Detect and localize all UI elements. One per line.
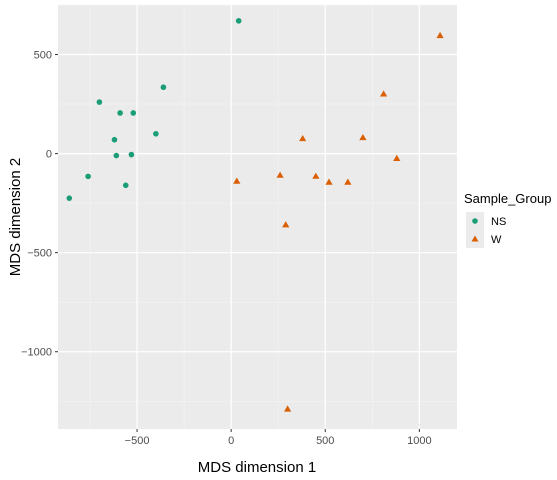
legend-title: Sample_Group xyxy=(464,191,551,206)
point-ns xyxy=(66,195,72,201)
point-ns xyxy=(123,182,129,188)
y-tick-label: 500 xyxy=(34,50,52,62)
y-tick-label: 0 xyxy=(46,149,52,161)
plot-panel xyxy=(58,5,457,429)
x-tick-label: 1000 xyxy=(407,435,431,447)
x-axis: −500 0 500 1000 xyxy=(125,429,432,447)
x-axis-title: MDS dimension 1 xyxy=(198,459,316,476)
x-tick-label: −500 xyxy=(125,435,150,447)
legend-label-ns: NS xyxy=(491,216,506,228)
x-tick-label: 500 xyxy=(316,435,334,447)
point-ns xyxy=(97,99,103,105)
point-ns xyxy=(112,137,118,143)
y-axis: 500 0 −500 −1000 xyxy=(21,50,58,359)
point-ns xyxy=(85,174,91,180)
x-tick-label: 0 xyxy=(228,435,234,447)
y-tick-label: −500 xyxy=(27,248,52,260)
point-ns xyxy=(117,110,123,116)
point-ns xyxy=(236,18,242,24)
point-ns xyxy=(129,152,135,158)
point-ns xyxy=(153,131,159,137)
y-axis-title: MDS dimension 2 xyxy=(7,158,24,276)
legend-marker-ns xyxy=(472,218,478,224)
legend-label-w: W xyxy=(491,234,502,246)
legend: Sample_Group NS W xyxy=(464,191,551,248)
point-ns xyxy=(114,153,120,159)
y-tick-label: −1000 xyxy=(21,347,52,359)
point-ns xyxy=(161,84,167,90)
point-ns xyxy=(130,110,136,116)
